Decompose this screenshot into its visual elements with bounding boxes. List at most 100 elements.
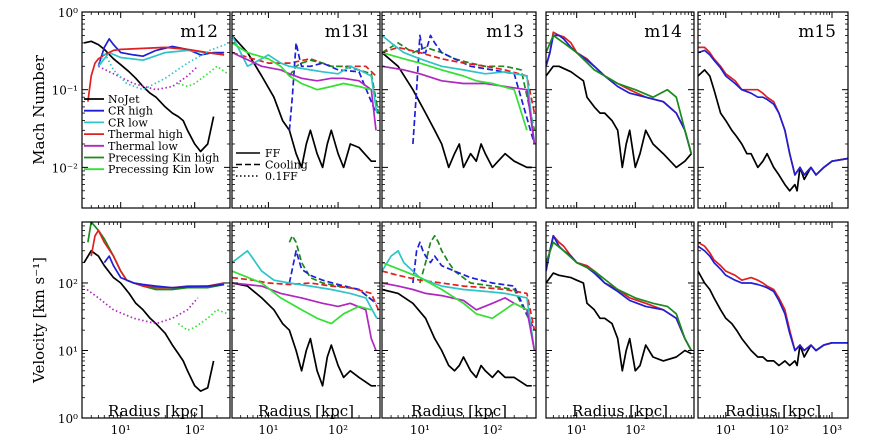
y-tick-label: 10⁰ [58, 6, 78, 20]
series-line-cr-high-solid [103, 255, 225, 289]
panel-title: m13 [486, 22, 524, 42]
x-axis-title: Radius [kpc] [411, 402, 507, 420]
series-line-precessing-kin-high-solid [546, 34, 693, 154]
series-line-cr-high-solid [546, 34, 693, 154]
panel-title: m13l [325, 22, 368, 42]
series-line-nojet-solid [232, 34, 376, 169]
y-tick-label: 10¹ [58, 344, 78, 358]
series-line-thermal-high-dashed [232, 51, 377, 77]
legend-style-entry: Cooling [265, 159, 308, 172]
series-group [698, 241, 848, 367]
panels: 10⁻² 10⁻¹ 10⁰ m12 10¹ 10² 10⁰ 10¹ 10² Radius [kpc… [52, 6, 849, 436]
panel-title: m15 [798, 22, 836, 42]
y-axis-title: Velocity [km s⁻¹] [30, 257, 48, 384]
series-line-cr-low-solid [232, 35, 378, 114]
legend-style-entry: FF [265, 147, 281, 160]
series-line-cr-high-dashed [288, 249, 377, 304]
series-line-thermal-high-dashed [382, 46, 536, 114]
series-line-precessing-kin-high-solid [546, 241, 693, 351]
plot-frame [381, 11, 537, 209]
plot-frame [545, 221, 695, 419]
series-line-thermal-high-solid [698, 241, 848, 352]
series-line-nojet-solid [546, 65, 692, 169]
series-line-precessing-kin-high-solid [87, 222, 225, 291]
series-group [83, 222, 229, 392]
panel-m13-mach: m13 [381, 11, 537, 209]
panel-m12-vel: 10¹ 10² 10⁰ 10¹ 10² Radius [kpc] [58, 221, 231, 436]
series-line-thermal-high-dashed [382, 270, 536, 331]
series-line-thermal-low-dotted [98, 65, 199, 91]
legend-entry: Thermal low [108, 140, 178, 153]
series-line-cr-low-dotted [97, 43, 226, 91]
panel-m14-mach: m14 [545, 11, 695, 209]
series-line-precessing-kin-high-dashed [288, 234, 377, 304]
series-line-precessing-kin-low-solid [382, 261, 528, 320]
x-tick-label: 10¹ [258, 423, 278, 436]
series-line-cr-low-solid [382, 34, 536, 145]
x-axis-title: Radius [kpc] [258, 402, 354, 420]
panel-m13-vel: 10¹ 10² Radius [kpc] [381, 221, 537, 436]
panel-title: m14 [644, 22, 682, 42]
series-line-nojet-solid [698, 270, 848, 367]
panel-m15-mach: m15 [697, 11, 849, 209]
plot-frame [545, 11, 695, 209]
series-line-precessing-kin-high-dashed [288, 59, 380, 114]
series-line-nojet-solid [382, 51, 532, 169]
x-tick-label: 10¹ [567, 423, 587, 436]
x-tick-label: 10¹ [111, 423, 131, 436]
legend-entry: Precessing Kin high [108, 152, 219, 165]
series-line-cr-high-dashed [412, 34, 536, 145]
x-tick-label: 10² [328, 423, 348, 436]
series-group [232, 34, 380, 169]
series-group [546, 31, 693, 169]
legend-style-entry: 0.1FF [265, 170, 298, 183]
series-line-cr-high-solid [698, 245, 848, 352]
series-line-cr-high-solid [698, 49, 848, 176]
panel-title: m12 [180, 22, 218, 42]
x-tick-label: 10¹ [716, 423, 736, 436]
x-tick-label: 10² [185, 423, 205, 436]
series-line-thermal-low-solid [232, 282, 377, 351]
x-tick-label: 10³ [822, 423, 842, 436]
series-line-cr-high-solid [546, 234, 693, 351]
series-line-precessing-kin-low-solid [232, 42, 372, 91]
plot-frame [381, 221, 537, 419]
series-line-nojet-solid [83, 249, 215, 392]
plot-frame [697, 11, 849, 209]
y-tick-label: 10⁻¹ [52, 84, 78, 98]
x-axis-title: Radius [kpc] [108, 402, 204, 420]
y-tick-label: 10² [58, 277, 78, 291]
series-line-thermal-low-solid [382, 65, 536, 145]
series-line-precessing-kin-low-solid [382, 51, 528, 131]
x-tick-label: 10² [482, 423, 502, 436]
y-axis-title: Mach Number [30, 54, 48, 165]
series-line-precessing-kin-low-solid [232, 270, 372, 325]
series-group [698, 46, 848, 192]
panel-m14-vel: 10¹ 10² Radius [kpc] [545, 221, 695, 436]
series-line-cr-low-solid [382, 249, 536, 351]
row-labels: Mach Number Velocity [km s⁻¹] [30, 54, 48, 384]
panel-m12-mach: 10⁻² 10⁻¹ 10⁰ m12 [52, 6, 231, 209]
series-line-thermal-low-solid [232, 51, 377, 131]
series-line-precessing-kin-high-dashed [419, 234, 536, 331]
legend-entry: NoJet [108, 93, 140, 106]
x-tick-label: 10² [625, 423, 645, 436]
plot-frame [231, 221, 381, 419]
legend-entry: CR low [108, 116, 148, 129]
legend-entry: CR high [108, 105, 153, 118]
panel-m13l-mach: m13l [231, 11, 381, 209]
series-line-nojet-solid [382, 288, 532, 387]
series-group [546, 234, 693, 372]
series-line-cr-high-dashed [412, 241, 536, 331]
series-line-precessing-kin-low-dotted [177, 308, 229, 332]
y-tick-label: 10⁰ [58, 412, 78, 426]
series-group [382, 34, 536, 169]
series-line-precessing-kin-low-dotted [178, 65, 229, 88]
series-line-nojet-solid [546, 272, 692, 372]
series-line-cr-low-solid [232, 249, 378, 319]
x-axis-title: Radius [kpc] [572, 402, 668, 420]
series-line-thermal-high-solid [87, 46, 225, 102]
